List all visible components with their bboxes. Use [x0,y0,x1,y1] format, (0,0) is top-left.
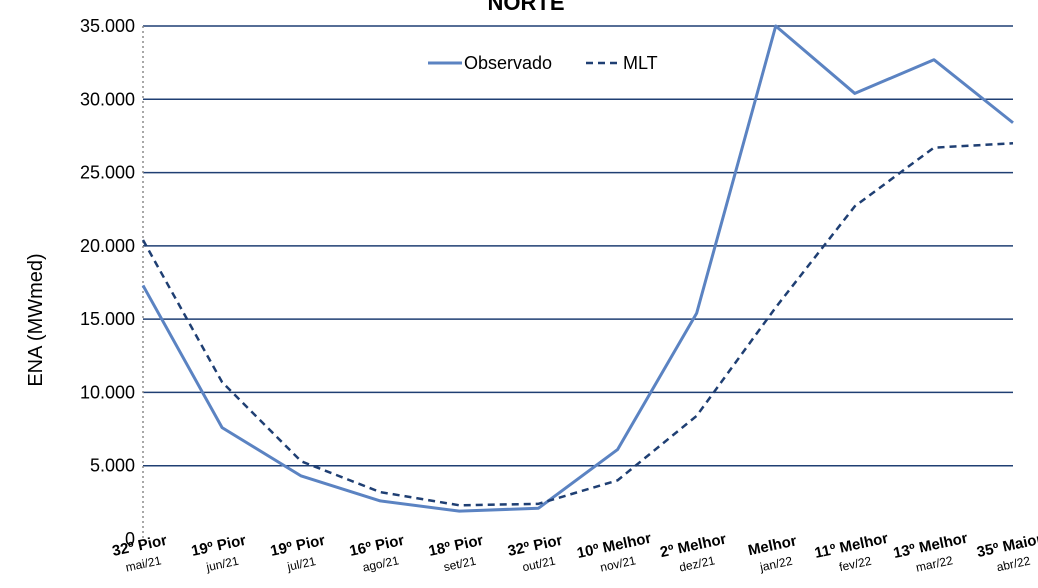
x-tick-label: jul/21 [285,554,317,574]
rank-label: 19º Pior [269,532,327,560]
y-tick-label: 15.000 [80,309,135,329]
x-tick-label: jun/21 [204,554,240,575]
series-line-mlt [141,142,1014,507]
y-tick-label: 10.000 [80,382,135,402]
y-axis-ticks: 0 5.000 10.000 15.000 20.000 25.000 30.000 35.0… [80,16,135,549]
y-axis-label: ENA (MWmed) [25,253,47,386]
x-tick-label: abr/22 [995,554,1032,575]
rank-label: 32º Pior [506,532,564,560]
rank-label: 18º Pior [427,532,485,560]
chart-title: NORTE [488,0,565,15]
legend-label-mlt: MLT [623,53,658,73]
legend: Observado MLT [428,53,658,73]
x-tick-label: out/21 [521,554,557,575]
y-tick-label: 35.000 [80,16,135,36]
series-group [141,24,1014,513]
rank-label: 2º Melhor [659,531,728,562]
series-line-observado [141,24,1014,513]
legend-label-observado: Observado [464,53,552,73]
x-tick-label: jan/22 [758,554,794,575]
gridlines [142,25,1013,539]
y-tick-label: 30.000 [80,89,135,109]
y-tick-label: 20.000 [80,236,135,256]
y-tick-label: 0 [125,529,135,549]
x-tick-label: set/21 [442,554,477,575]
y-tick-label: 5.000 [90,456,135,476]
rank-label: 19º Pior [190,532,248,560]
y-tick-label: 25.000 [80,163,135,183]
x-tick-label: fev/22 [838,554,873,575]
